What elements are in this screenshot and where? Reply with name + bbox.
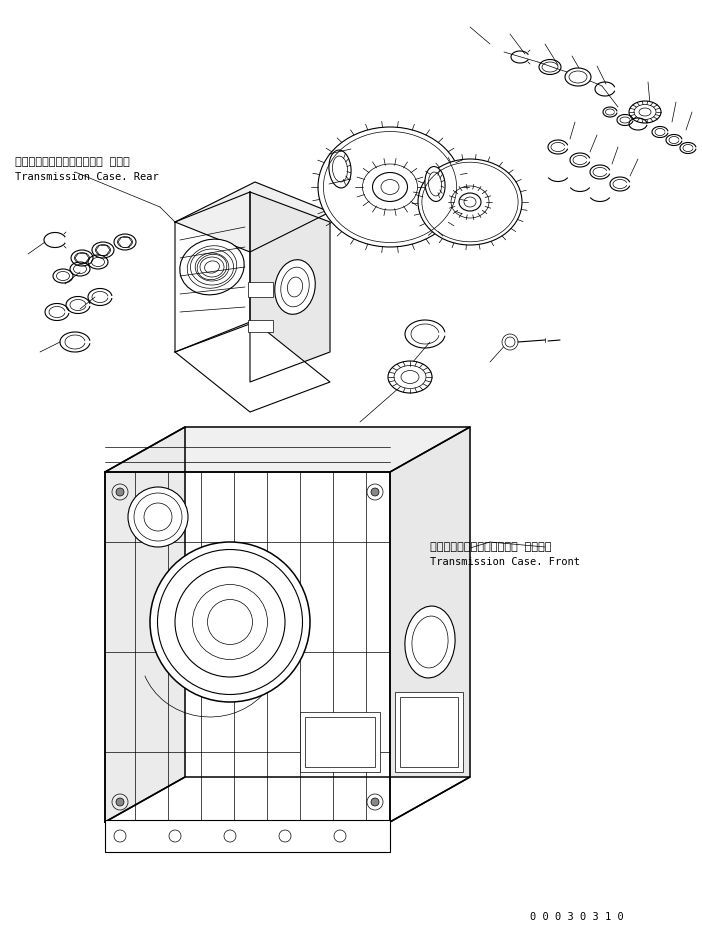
Bar xyxy=(400,697,458,767)
Ellipse shape xyxy=(418,159,522,245)
Ellipse shape xyxy=(629,101,661,123)
Ellipse shape xyxy=(180,240,244,295)
Polygon shape xyxy=(105,777,470,822)
Circle shape xyxy=(502,334,518,350)
Text: トランスミッションケース． フロント: トランスミッションケース． フロント xyxy=(430,542,552,552)
Text: 0 0 0 3 0 3 1 0: 0 0 0 3 0 3 1 0 xyxy=(530,912,624,922)
Ellipse shape xyxy=(318,127,462,247)
Ellipse shape xyxy=(128,487,188,547)
Ellipse shape xyxy=(405,606,455,678)
Ellipse shape xyxy=(425,167,445,201)
Bar xyxy=(248,282,273,297)
Polygon shape xyxy=(105,427,470,472)
Ellipse shape xyxy=(388,361,432,393)
Ellipse shape xyxy=(329,150,351,188)
Polygon shape xyxy=(105,427,185,822)
Polygon shape xyxy=(390,427,470,822)
Ellipse shape xyxy=(150,542,310,702)
Bar xyxy=(248,320,273,332)
Polygon shape xyxy=(175,322,330,412)
Circle shape xyxy=(371,798,379,806)
Ellipse shape xyxy=(71,250,93,266)
Ellipse shape xyxy=(565,68,591,86)
Text: Transmission Case. Rear: Transmission Case. Rear xyxy=(15,172,159,182)
Polygon shape xyxy=(105,472,390,822)
Polygon shape xyxy=(175,192,250,352)
Polygon shape xyxy=(175,182,330,252)
Bar xyxy=(305,717,375,767)
Circle shape xyxy=(116,798,124,806)
Ellipse shape xyxy=(274,260,315,314)
Circle shape xyxy=(371,488,379,496)
Circle shape xyxy=(116,488,124,496)
Text: トランスミッションケース． リヤー: トランスミッションケース． リヤー xyxy=(15,157,130,167)
Ellipse shape xyxy=(114,234,136,250)
Bar xyxy=(105,820,390,852)
Bar xyxy=(395,692,463,772)
Polygon shape xyxy=(250,192,330,382)
Ellipse shape xyxy=(92,242,114,258)
Text: Transmission Case. Front: Transmission Case. Front xyxy=(430,557,580,567)
Bar xyxy=(300,712,380,772)
